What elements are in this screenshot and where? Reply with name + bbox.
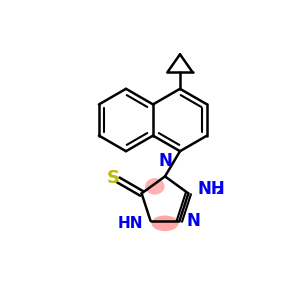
Ellipse shape — [152, 215, 178, 231]
Text: HN: HN — [118, 216, 143, 231]
Text: NH: NH — [197, 180, 225, 198]
Text: N: N — [186, 212, 200, 230]
Text: 2: 2 — [215, 186, 223, 196]
Ellipse shape — [145, 178, 165, 195]
Text: S: S — [106, 169, 119, 188]
Text: N: N — [158, 152, 172, 170]
